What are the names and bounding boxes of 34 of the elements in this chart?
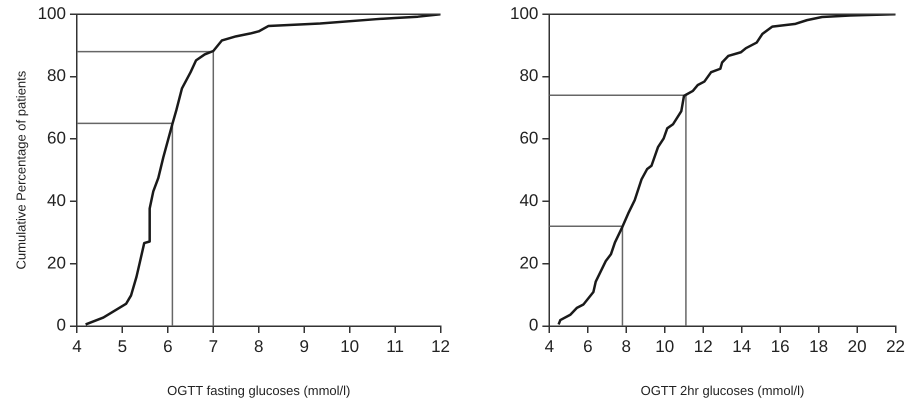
x-tick-label: 22: [886, 336, 906, 356]
y-tick-label: 100: [510, 4, 538, 23]
x-tick-label: 7: [208, 336, 218, 356]
y-tick-label: 100: [38, 4, 66, 23]
y-tick-label: 80: [519, 66, 538, 86]
x-tick-label: 6: [163, 336, 173, 356]
x-tick-label: 20: [848, 336, 867, 356]
y-tick-label: 40: [47, 190, 66, 210]
x-tick-label: 8: [254, 336, 264, 356]
x-tick-label: 18: [809, 336, 828, 356]
y-tick-label: 40: [519, 190, 538, 210]
x-axis-title: OGTT 2hr glucoses (mmol/l): [640, 382, 804, 398]
x-tick-label: 6: [583, 336, 593, 356]
x-tick-label: 4: [544, 336, 554, 356]
y-tick-label: 60: [47, 128, 66, 148]
y-axis-title: Cumulative Percentage of patients: [13, 70, 28, 270]
y-tick-label: 0: [56, 316, 66, 335]
x-tick-label: 8: [622, 336, 632, 356]
x-tick-label: 4: [72, 336, 82, 356]
y-tick-label: 0: [528, 316, 538, 335]
x-tick-label: 12: [431, 336, 450, 356]
x-tick-label: 10: [655, 336, 674, 356]
y-tick-label: 20: [47, 253, 66, 272]
x-tick-label: 12: [694, 336, 713, 356]
x-tick-label: 10: [340, 336, 360, 356]
y-tick-label: 60: [519, 128, 538, 148]
x-tick-label: 11: [386, 336, 404, 356]
x-tick-label: 14: [732, 336, 752, 356]
x-tick-label: 9: [299, 336, 309, 356]
x-axis-title: OGTT fasting glucoses (mmol/l): [167, 382, 350, 398]
x-tick-label: 5: [118, 336, 128, 356]
x-tick-label: 16: [770, 336, 790, 356]
y-tick-label: 20: [519, 253, 538, 272]
y-tick-label: 80: [47, 66, 66, 86]
